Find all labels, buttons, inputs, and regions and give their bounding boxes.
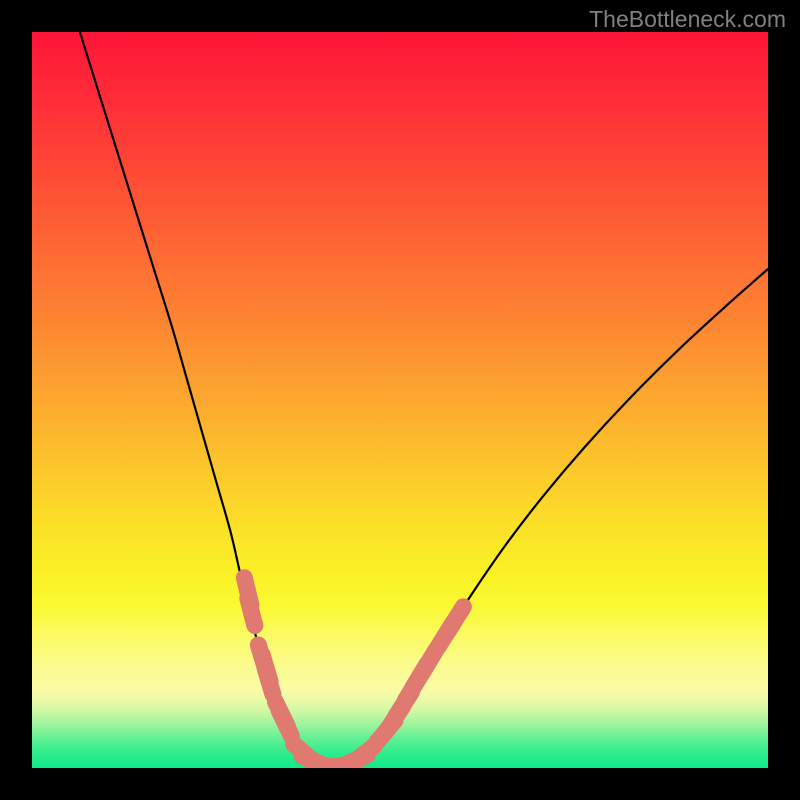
data-marker (449, 607, 464, 631)
data-marker (279, 711, 291, 736)
data-marker (248, 598, 255, 625)
markers-layer (32, 32, 768, 768)
chart-container: TheBottleneck.com (0, 0, 800, 800)
plot-area (32, 32, 768, 768)
watermark-text: TheBottleneck.com (589, 6, 786, 33)
data-marker (265, 668, 273, 695)
